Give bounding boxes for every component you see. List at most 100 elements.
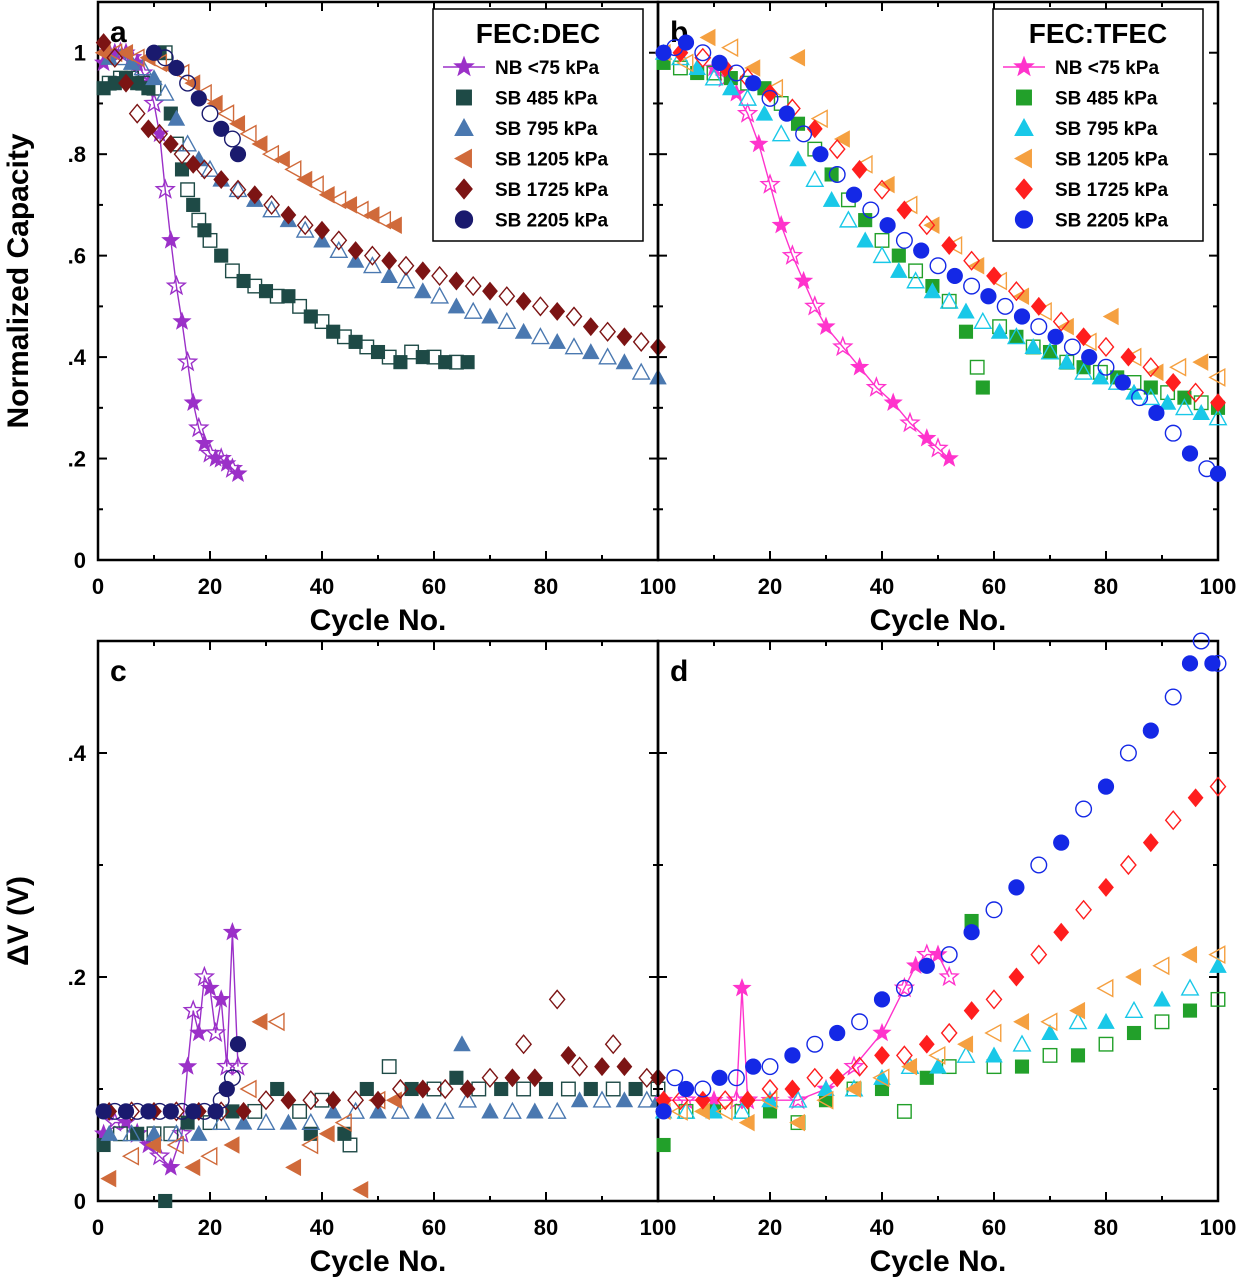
data-point [195, 159, 213, 180]
data-point [1014, 1059, 1030, 1074]
data-point [223, 130, 241, 148]
x-axis-label: Cycle No. [310, 604, 447, 637]
data-point [784, 1079, 801, 1099]
data-point [771, 215, 791, 234]
data-point [941, 236, 958, 255]
data-point [348, 334, 363, 349]
data-point [1169, 357, 1187, 377]
data-point [246, 185, 263, 205]
data-point [239, 1079, 257, 1099]
data-point [804, 295, 826, 316]
data-point [996, 297, 1014, 315]
data-point [1210, 393, 1226, 413]
data-point [397, 255, 415, 276]
legend-marker [454, 148, 472, 169]
data-point [655, 1103, 672, 1120]
data-point [414, 1102, 432, 1119]
data-point [436, 1078, 454, 1100]
y-tick-label: 1 [74, 41, 86, 66]
x-tick-label: 60 [982, 1215, 1006, 1240]
data-point [1007, 281, 1025, 302]
data-point [990, 322, 1009, 339]
data-point [359, 1081, 374, 1097]
data-point [1012, 1034, 1032, 1052]
data-point [526, 1102, 544, 1119]
data-point [459, 1079, 476, 1099]
data-point [1096, 978, 1114, 998]
data-point [1030, 318, 1048, 336]
y-tick-label: .2 [68, 447, 86, 472]
x-tick-label: 20 [758, 1215, 782, 1240]
data-point [325, 1090, 342, 1110]
data-point [873, 991, 891, 1008]
legend-title: FEC:TFEC [1029, 18, 1167, 49]
data-point [154, 178, 176, 199]
data-point [604, 1034, 622, 1055]
data-point [151, 123, 169, 144]
data-point [883, 392, 903, 412]
data-point [1098, 877, 1114, 897]
series-sb-485-kpa [96, 45, 475, 370]
series-sb-2205-kpa [95, 1036, 247, 1120]
data-point [592, 1090, 612, 1108]
data-point [615, 1091, 634, 1108]
data-point [1013, 308, 1031, 325]
data-point [879, 217, 896, 234]
data-point [162, 134, 179, 154]
data-point [1152, 956, 1170, 976]
data-point [957, 1035, 974, 1053]
data-point [279, 1113, 298, 1130]
data-point [273, 150, 290, 169]
data-point [759, 173, 781, 194]
data-point [292, 1103, 308, 1119]
data-point [968, 257, 985, 275]
data-point [1142, 357, 1160, 378]
data-point [201, 105, 219, 123]
data-point [666, 1069, 684, 1087]
data-point [638, 1067, 656, 1088]
data-point [795, 125, 813, 143]
data-point [1006, 327, 1026, 345]
x-tick-label: 20 [198, 574, 222, 599]
data-point [223, 1069, 241, 1087]
data-point [676, 1101, 696, 1119]
data-point [1098, 1036, 1114, 1052]
data-point [1042, 1047, 1058, 1063]
data-point [739, 1090, 756, 1110]
data-point [594, 1057, 610, 1077]
series-line [103, 932, 239, 1169]
data-point [235, 1101, 252, 1121]
data-point [1192, 632, 1210, 650]
data-point [222, 922, 243, 941]
x-tick-label: 100 [1200, 574, 1237, 599]
panel-letter: a [110, 16, 127, 49]
legend: FEC:DEC NB <75 kPa SB 485 kPa SB 795 kPa SB … [432, 8, 644, 242]
data-point [865, 376, 888, 397]
data-point [161, 1157, 181, 1176]
data-point [872, 1068, 890, 1088]
data-point [1058, 353, 1076, 370]
data-point [1209, 956, 1227, 973]
data-point [145, 1136, 162, 1154]
data-point [200, 159, 220, 177]
series-sb-485-kpa [656, 913, 1226, 1153]
data-point [1174, 398, 1194, 416]
data-point [1030, 856, 1048, 874]
data-point [373, 210, 392, 230]
data-point [306, 175, 324, 195]
data-point [1075, 800, 1093, 818]
x-tick-label: 40 [870, 574, 894, 599]
data-point [1013, 287, 1030, 305]
data-point [204, 1021, 227, 1043]
data-point [736, 102, 759, 123]
data-point [929, 257, 947, 275]
data-point [296, 215, 314, 236]
data-point [258, 284, 274, 299]
data-point [845, 1080, 862, 1098]
data-point [158, 1193, 173, 1209]
legend-marker [1015, 178, 1033, 200]
y-axis-label: ΔV (V) [2, 876, 35, 966]
data-point [810, 109, 828, 129]
data-point [722, 79, 740, 96]
data-point [560, 1081, 576, 1097]
